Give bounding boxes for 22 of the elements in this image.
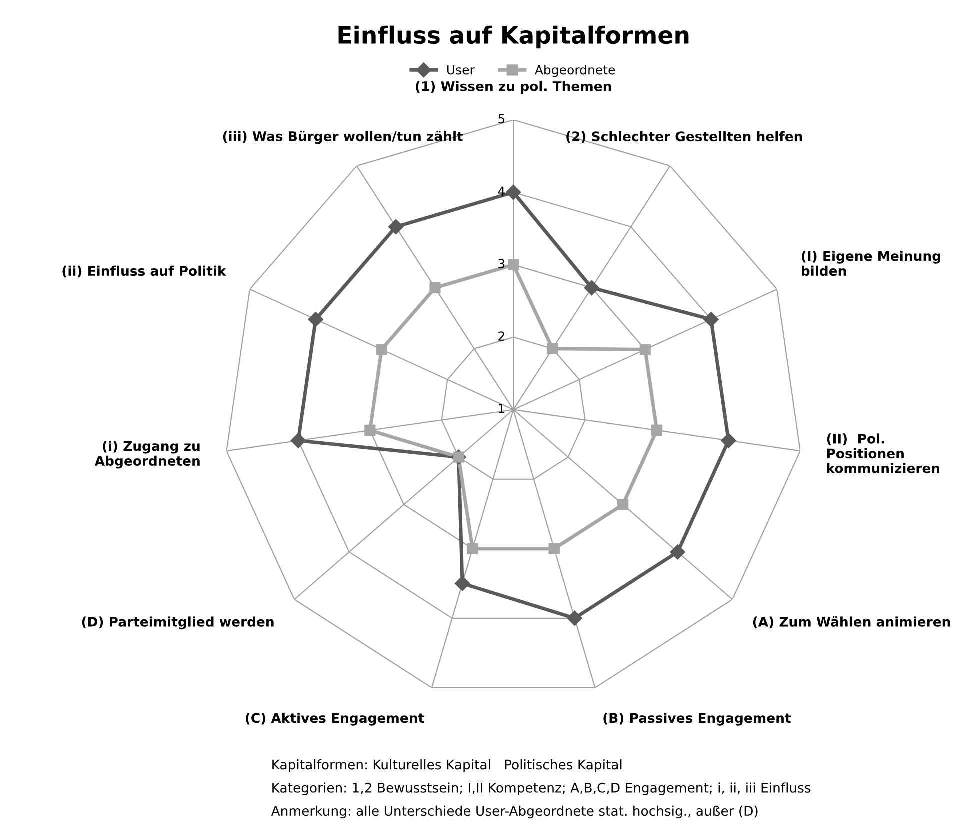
text: Kategorien: 1,2 Bewusstsein; I,II Kompetenz; A,B,C,D Engagement; i, ii, iii Einfluss bbox=[272, 782, 811, 796]
y-tick-label: 1 bbox=[499, 404, 504, 414]
spoke-label: (B) Passives Engagement bbox=[604, 712, 791, 726]
spoke-label: (A) Zum Wählen animieren bbox=[753, 616, 950, 628]
chart-title: Einfluss auf Kapitalformen bbox=[338, 26, 689, 49]
spoke-label: (I) Eigene Meinung bilden bbox=[802, 250, 940, 276]
text: Anmerkung: alle Unterschiede User-Abgeordnete stat. hochsig., außer (D) bbox=[271, 806, 758, 819]
spoke-label: (II) Pol. Positionen kommunizieren bbox=[827, 434, 940, 474]
spoke-label: (i) Zugang zu Abgeordneten bbox=[94, 440, 200, 469]
spoke-label: (iii) Was Bürger wollen/tun zählt bbox=[223, 131, 464, 144]
y-tick-label: 3 bbox=[498, 259, 505, 269]
legend-label: User bbox=[448, 65, 475, 75]
spoke-label: (D) Parteimitglied werden bbox=[82, 616, 274, 630]
y-tick-label: 4 bbox=[498, 186, 505, 196]
text: Kapitalformen: Kulturelles Kapital Politisches Kapital bbox=[272, 760, 622, 772]
y-tick-label: 5 bbox=[498, 114, 505, 124]
spoke-label: (C) Aktives Engagement bbox=[246, 712, 424, 726]
spoke-label: (2) Schlechter Gestellten helfen bbox=[566, 131, 802, 144]
y-tick-label: 2 bbox=[498, 332, 504, 341]
spoke-label: (ii) Einfluss auf Politik bbox=[62, 266, 226, 278]
legend-label: Abgeordnete bbox=[535, 65, 616, 78]
spoke-label: (1) Wissen zu pol. Themen bbox=[416, 81, 612, 94]
